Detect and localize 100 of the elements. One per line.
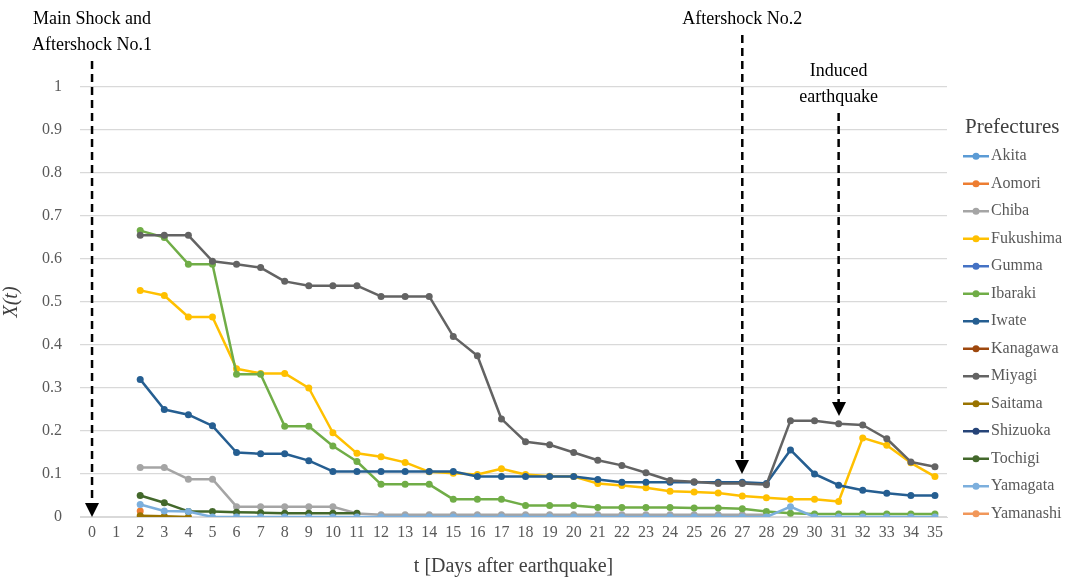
point <box>666 487 674 495</box>
y-tick-label: 0.3 <box>42 378 62 396</box>
point <box>136 375 144 383</box>
point <box>497 473 505 481</box>
y-tick-label: 0.8 <box>42 163 62 181</box>
legend-label: Kanagawa <box>991 338 1059 357</box>
legend-label: Ibaraki <box>991 283 1037 301</box>
x-tick-label: 21 <box>589 522 606 540</box>
point <box>329 467 337 475</box>
point <box>618 504 626 512</box>
x-tick-label: 2 <box>136 522 145 540</box>
point <box>690 488 698 496</box>
point <box>642 504 650 512</box>
x-tick-label: 24 <box>662 522 679 540</box>
legend-label: Tochigi <box>991 448 1041 467</box>
x-tick-label: 5 <box>208 522 217 540</box>
point <box>859 421 867 429</box>
point <box>233 449 241 456</box>
point <box>907 492 915 499</box>
point <box>305 503 313 511</box>
point <box>859 486 867 494</box>
point <box>281 503 289 511</box>
x-tick-label: 8 <box>280 522 289 540</box>
point <box>136 464 144 472</box>
point <box>570 449 578 456</box>
point <box>738 492 746 500</box>
y-axis-title: X(t) <box>0 286 23 319</box>
point <box>233 260 241 268</box>
point <box>329 503 337 511</box>
point <box>473 352 481 360</box>
point <box>377 480 385 488</box>
point <box>377 292 385 300</box>
point <box>353 467 361 475</box>
point <box>786 446 794 454</box>
point <box>811 417 819 425</box>
point <box>353 282 361 290</box>
point <box>883 489 891 497</box>
point <box>305 384 313 392</box>
point <box>305 282 313 290</box>
point <box>160 464 168 472</box>
y-tick-label: 0.7 <box>42 206 62 224</box>
x-tick-label: 4 <box>184 522 193 540</box>
point <box>329 282 337 290</box>
y-tick-label: 0.1 <box>42 464 62 482</box>
point <box>835 420 843 428</box>
point <box>257 503 265 511</box>
point <box>786 509 794 517</box>
point <box>786 495 794 503</box>
legend-label: Iwate <box>991 311 1027 329</box>
point <box>257 450 265 458</box>
y-tick-label: 0 <box>54 507 62 525</box>
point <box>618 461 626 469</box>
point <box>883 441 891 449</box>
point <box>738 505 746 513</box>
point <box>618 478 626 486</box>
point <box>835 498 843 506</box>
point <box>762 507 770 515</box>
point <box>257 264 265 272</box>
point <box>811 495 819 503</box>
point <box>859 434 867 442</box>
point <box>208 507 216 515</box>
x-tick-label: 13 <box>397 522 414 540</box>
point <box>931 473 939 481</box>
point <box>473 495 481 503</box>
x-tick-label: 32 <box>854 522 871 540</box>
point <box>835 481 843 489</box>
y-tick-label: 0.2 <box>42 421 62 439</box>
point <box>136 501 144 509</box>
y-tick-label: 0.5 <box>42 292 62 310</box>
x-tick-label: 14 <box>421 522 438 540</box>
point <box>401 458 409 466</box>
legend-label: Fukushima <box>991 228 1063 246</box>
point <box>690 504 698 512</box>
point <box>184 260 192 268</box>
point <box>184 475 192 483</box>
x-tick-label: 28 <box>758 522 775 540</box>
point <box>281 450 289 458</box>
point <box>401 467 409 475</box>
x-tick-label: 33 <box>878 522 895 540</box>
point <box>160 499 168 507</box>
point <box>931 463 939 471</box>
point <box>305 457 313 465</box>
point <box>136 492 144 499</box>
x-tick-label: 25 <box>686 522 703 540</box>
ref-line-label: Aftershock No.2 <box>682 7 803 28</box>
legend-label: Miyagi <box>991 366 1038 385</box>
point <box>642 469 650 477</box>
point <box>233 503 241 511</box>
y-tick-label: 0.9 <box>42 120 62 138</box>
point <box>522 438 530 446</box>
point <box>329 442 337 450</box>
x-tick-label: 19 <box>541 522 558 540</box>
point <box>184 231 192 239</box>
point <box>714 489 722 497</box>
x-tick-label: 15 <box>445 522 462 540</box>
point <box>497 415 505 423</box>
point <box>570 501 578 509</box>
y-tick-label: 1 <box>54 77 62 95</box>
x-tick-label: 10 <box>324 522 341 540</box>
point <box>449 332 457 340</box>
